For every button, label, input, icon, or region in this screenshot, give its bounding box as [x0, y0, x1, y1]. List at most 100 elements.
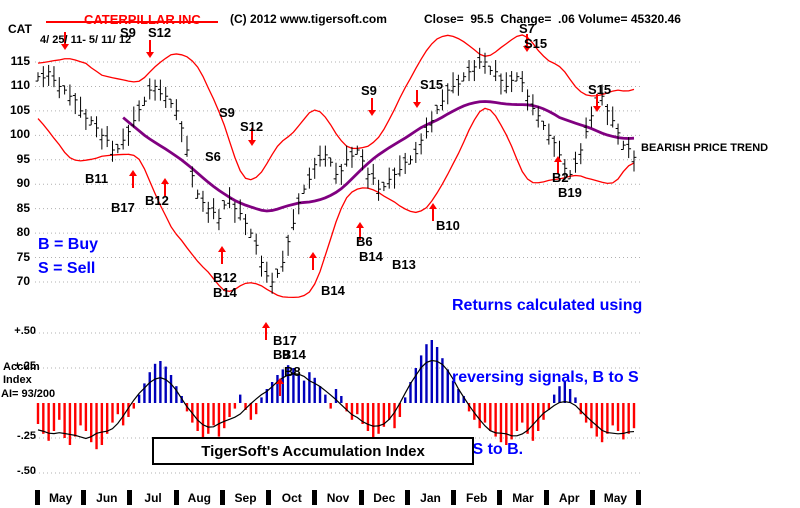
month-label: Aug — [187, 490, 211, 505]
price-axis-tick: 85 — [16, 200, 30, 215]
month-cell: Jan — [404, 489, 451, 506]
signal-label-s9: S9 — [120, 25, 136, 40]
legend-buy: B = Buy — [38, 236, 99, 253]
price-axis-tick: 80 — [16, 225, 30, 240]
trendline-annotation — [46, 21, 218, 23]
legend-sell: S = Sell — [38, 260, 96, 277]
buy-arrow-icon — [129, 170, 137, 176]
signal-label-s15: S15 — [588, 82, 612, 97]
month-label: Dec — [373, 490, 396, 505]
month-label: Oct — [281, 490, 302, 505]
buy-arrow-icon — [218, 246, 226, 252]
month-cell: May — [35, 489, 81, 506]
ticker-symbol: CAT — [8, 22, 32, 36]
accum-ai-value: AI= 93/200 — [1, 388, 56, 400]
quote-stats: Close= 95.5 Change= .06 Volume= 45320.46 — [424, 12, 681, 26]
month-axis: May Jun Jul Aug Sep Oct Nov Dec Jan Feb Mar Apr May — [35, 489, 642, 506]
month-cell: Feb — [451, 489, 497, 506]
signal-label-b13: B13 — [392, 257, 416, 272]
signal-label-s7: S7 — [519, 21, 535, 36]
month-label: Jun — [96, 490, 118, 505]
accum-line — [37, 359, 635, 440]
trading-bands — [37, 34, 635, 299]
signal-label-b12: B12 — [145, 193, 169, 208]
month-tick — [589, 490, 595, 505]
month-tick — [451, 490, 457, 505]
sell-arrow-icon — [413, 102, 421, 108]
price-axis-tick: 90 — [16, 176, 30, 191]
moving-average — [122, 100, 635, 213]
signal-label-s15: S15 — [524, 36, 548, 51]
signal-label-b10: B10 — [436, 218, 460, 233]
month-tick — [543, 490, 549, 505]
returns-note: Returns calculated using reversing signa… — [452, 246, 642, 508]
buy-arrow-icon — [309, 252, 317, 258]
month-cell: Sep — [219, 489, 266, 506]
sell-arrow-icon — [61, 44, 69, 50]
returns-note-line: reversing signals, B to S — [452, 369, 639, 386]
month-tick — [497, 490, 503, 505]
signal-label-b14: B14 — [282, 347, 306, 362]
signal-label-s12: S12 — [148, 25, 172, 40]
signal-label-b19: B19 — [558, 185, 582, 200]
accum-panel-label: Accum — [3, 361, 40, 373]
signal-label-s12: S12 — [240, 119, 264, 134]
signal-label-b17: B17 — [111, 200, 135, 215]
signal-label-b14: B14 — [321, 283, 345, 298]
month-label: Jan — [420, 490, 441, 505]
month-cell: May — [589, 489, 636, 506]
lower-band — [37, 107, 635, 299]
month-tick — [173, 490, 179, 505]
price-axis-tick: 105 — [9, 102, 30, 117]
returns-note-line: Returns calculated using — [452, 297, 643, 314]
signal-arrows — [61, 32, 601, 396]
buy-arrow-icon — [276, 378, 284, 384]
buy-arrow-icon — [429, 203, 437, 209]
month-cell: Oct — [266, 489, 312, 506]
signal-label-b14: B14 — [359, 249, 383, 264]
accum-title-box: TigerSoft's Accumulation Index — [152, 437, 474, 465]
month-label: Jul — [144, 490, 162, 505]
month-label: Nov — [326, 490, 350, 505]
price-axis-tick: 75 — [16, 249, 30, 264]
sell-arrow-icon — [248, 140, 256, 146]
signal-label-b6: B6 — [356, 234, 373, 249]
signal-label-s9: S9 — [219, 105, 235, 120]
signal-label-s15: S15 — [420, 77, 444, 92]
month-cell: Apr — [543, 489, 590, 506]
accum-axis-tick: -.25 — [17, 430, 36, 442]
month-cell: Mar — [497, 489, 543, 506]
signal-label-b14: B14 — [213, 285, 237, 300]
company-name: CATERPILLAR INC — [84, 12, 201, 27]
signal-label-b11: B11 — [85, 171, 109, 186]
month-cell: Jun — [81, 489, 127, 506]
date-range: 4/ 25/ 11- 5/ 11/ 12 — [40, 34, 132, 46]
sell-arrow-icon — [593, 106, 601, 112]
accum-smoothed-line — [37, 359, 635, 440]
month-tick — [35, 490, 40, 505]
month-cell: Aug — [173, 489, 220, 506]
month-label: Mar — [512, 490, 534, 505]
month-label: Feb — [466, 490, 488, 505]
trend-label: BEARISH PRICE TREND — [641, 142, 769, 154]
month-tick — [312, 490, 318, 505]
buy-arrow-icon — [262, 322, 270, 328]
sell-arrow-icon — [146, 52, 154, 58]
month-cell: Jul — [127, 489, 173, 506]
month-tick — [81, 490, 87, 505]
accum-title: TigerSoft's Accumulation Index — [201, 442, 425, 460]
copyright-text: (C) 2012 www.tigersoft.com — [230, 12, 387, 26]
month-cell: Dec — [358, 489, 405, 506]
signal-label-b17: B17 — [273, 333, 297, 348]
price-axis-tick: 95 — [16, 151, 30, 166]
month-tick — [127, 490, 133, 505]
signal-label-s9: S9 — [361, 83, 377, 98]
accum-axis-tick: +.50 — [14, 325, 36, 337]
price-bars — [35, 47, 637, 294]
month-tick — [266, 490, 272, 505]
gridlines — [35, 61, 640, 474]
signal-label-b9: B9 — [273, 347, 290, 362]
signal-label-b12: B12 — [213, 270, 237, 285]
